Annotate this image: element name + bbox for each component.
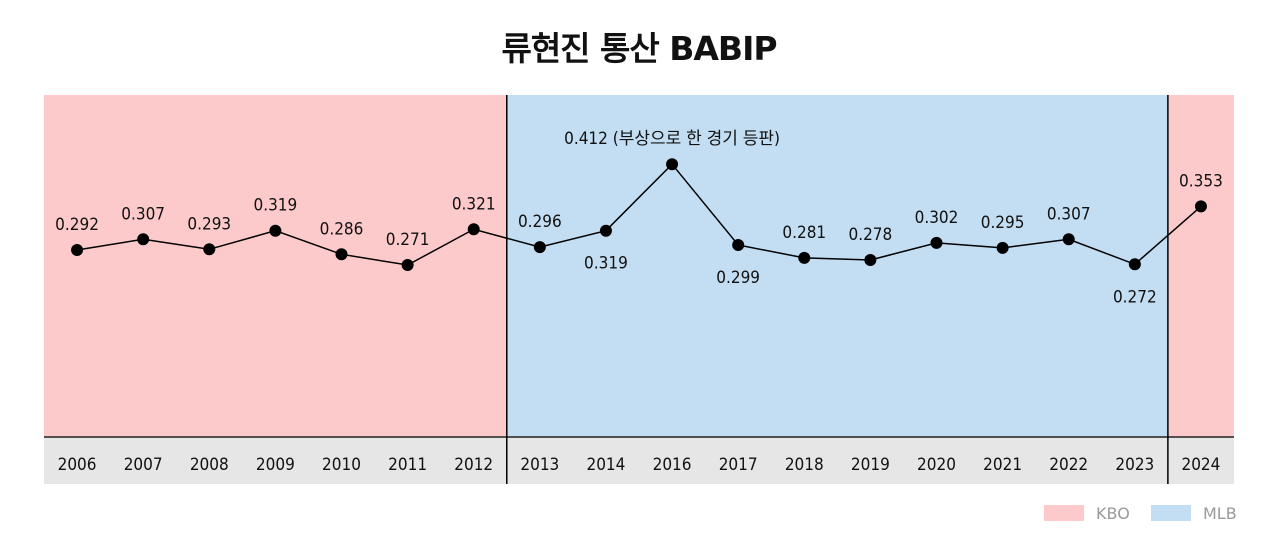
data-label: 0.353 <box>1179 171 1223 191</box>
data-point <box>533 241 546 254</box>
data-label: 0.271 <box>386 230 430 250</box>
x-axis-band <box>44 437 1234 484</box>
x-tick-label: 2017 <box>719 455 758 475</box>
x-tick-label: 2009 <box>256 455 295 475</box>
data-label: 0.412 (부상으로 한 경기 등판) <box>564 129 780 149</box>
x-tick-label: 2024 <box>1181 455 1220 475</box>
babip-line <box>76 163 1202 266</box>
data-point <box>269 224 282 237</box>
legend-item-mlb: MLB <box>1151 502 1237 524</box>
data-label: 0.293 <box>187 214 231 234</box>
data-point <box>1194 200 1207 213</box>
legend-label-kbo: KBO <box>1096 503 1130 523</box>
data-label: 0.281 <box>782 223 826 243</box>
data-point <box>599 224 612 237</box>
data-point <box>1128 258 1141 271</box>
x-tick-label: 2019 <box>851 455 890 475</box>
x-axis: 2006 2007 2008 2009 2010 2011 2012 2013 2014 2016… <box>44 436 1234 484</box>
x-tick-label: 2013 <box>520 455 559 475</box>
region-kbo-bg <box>1167 95 1234 437</box>
data-label: 0.299 <box>716 268 760 288</box>
data-points <box>71 158 1207 272</box>
data-point <box>1062 233 1075 246</box>
data-label: 0.286 <box>320 219 364 239</box>
x-tick-label: 2011 <box>388 455 427 475</box>
data-label: 0.307 <box>121 204 165 224</box>
x-tick-label: 2007 <box>124 455 163 475</box>
data-label: 0.292 <box>55 215 99 235</box>
data-point <box>71 244 84 256</box>
x-tick-label: 2012 <box>454 455 493 475</box>
region-backgrounds <box>44 95 1234 437</box>
data-label: 0.319 <box>584 254 628 274</box>
data-point <box>335 248 348 261</box>
data-label: 0.321 <box>452 194 496 214</box>
data-label: 0.296 <box>518 212 562 232</box>
data-label: 0.302 <box>915 208 959 228</box>
data-label: 0.278 <box>848 225 892 245</box>
data-label: 0.295 <box>981 213 1025 233</box>
data-point <box>732 238 745 251</box>
data-point <box>203 243 216 256</box>
data-point <box>666 158 679 171</box>
x-tick-label: 2023 <box>1115 455 1154 475</box>
x-tick-label: 2022 <box>1049 455 1088 475</box>
data-point <box>996 241 1009 254</box>
region-kbo-bg <box>44 95 507 437</box>
x-tick-label: 2020 <box>917 455 956 475</box>
data-point <box>798 251 811 264</box>
region-mlb-bg <box>506 95 1168 437</box>
x-tick-label: 2006 <box>58 455 97 475</box>
data-point <box>864 254 877 267</box>
region-separators <box>506 95 1169 484</box>
data-point <box>930 236 943 249</box>
x-tick-label: 2021 <box>983 455 1022 475</box>
series-line <box>76 163 1202 266</box>
data-label: 0.307 <box>1047 204 1091 224</box>
data-point <box>137 233 150 246</box>
legend-label-mlb: MLB <box>1203 503 1237 523</box>
data-labels: 0.292 0.307 0.293 0.319 0.286 0.271 0.321 0.296… <box>55 129 1223 307</box>
data-label: 0.272 <box>1113 287 1157 307</box>
x-tick-label: 2016 <box>653 455 692 475</box>
legend-swatch-mlb <box>1151 505 1191 521</box>
x-tick-label: 2010 <box>322 455 361 475</box>
data-point <box>401 259 414 272</box>
x-tick-label: 2014 <box>586 455 625 475</box>
x-tick-label: 2018 <box>785 455 824 475</box>
chart-title: 류현진 통산 BABIP <box>501 29 777 68</box>
data-label: 0.319 <box>253 196 297 216</box>
legend-item-kbo: KBO <box>1044 502 1130 524</box>
data-point <box>467 223 480 236</box>
legend-swatch-kbo <box>1044 505 1084 521</box>
x-tick-label: 2008 <box>190 455 229 475</box>
